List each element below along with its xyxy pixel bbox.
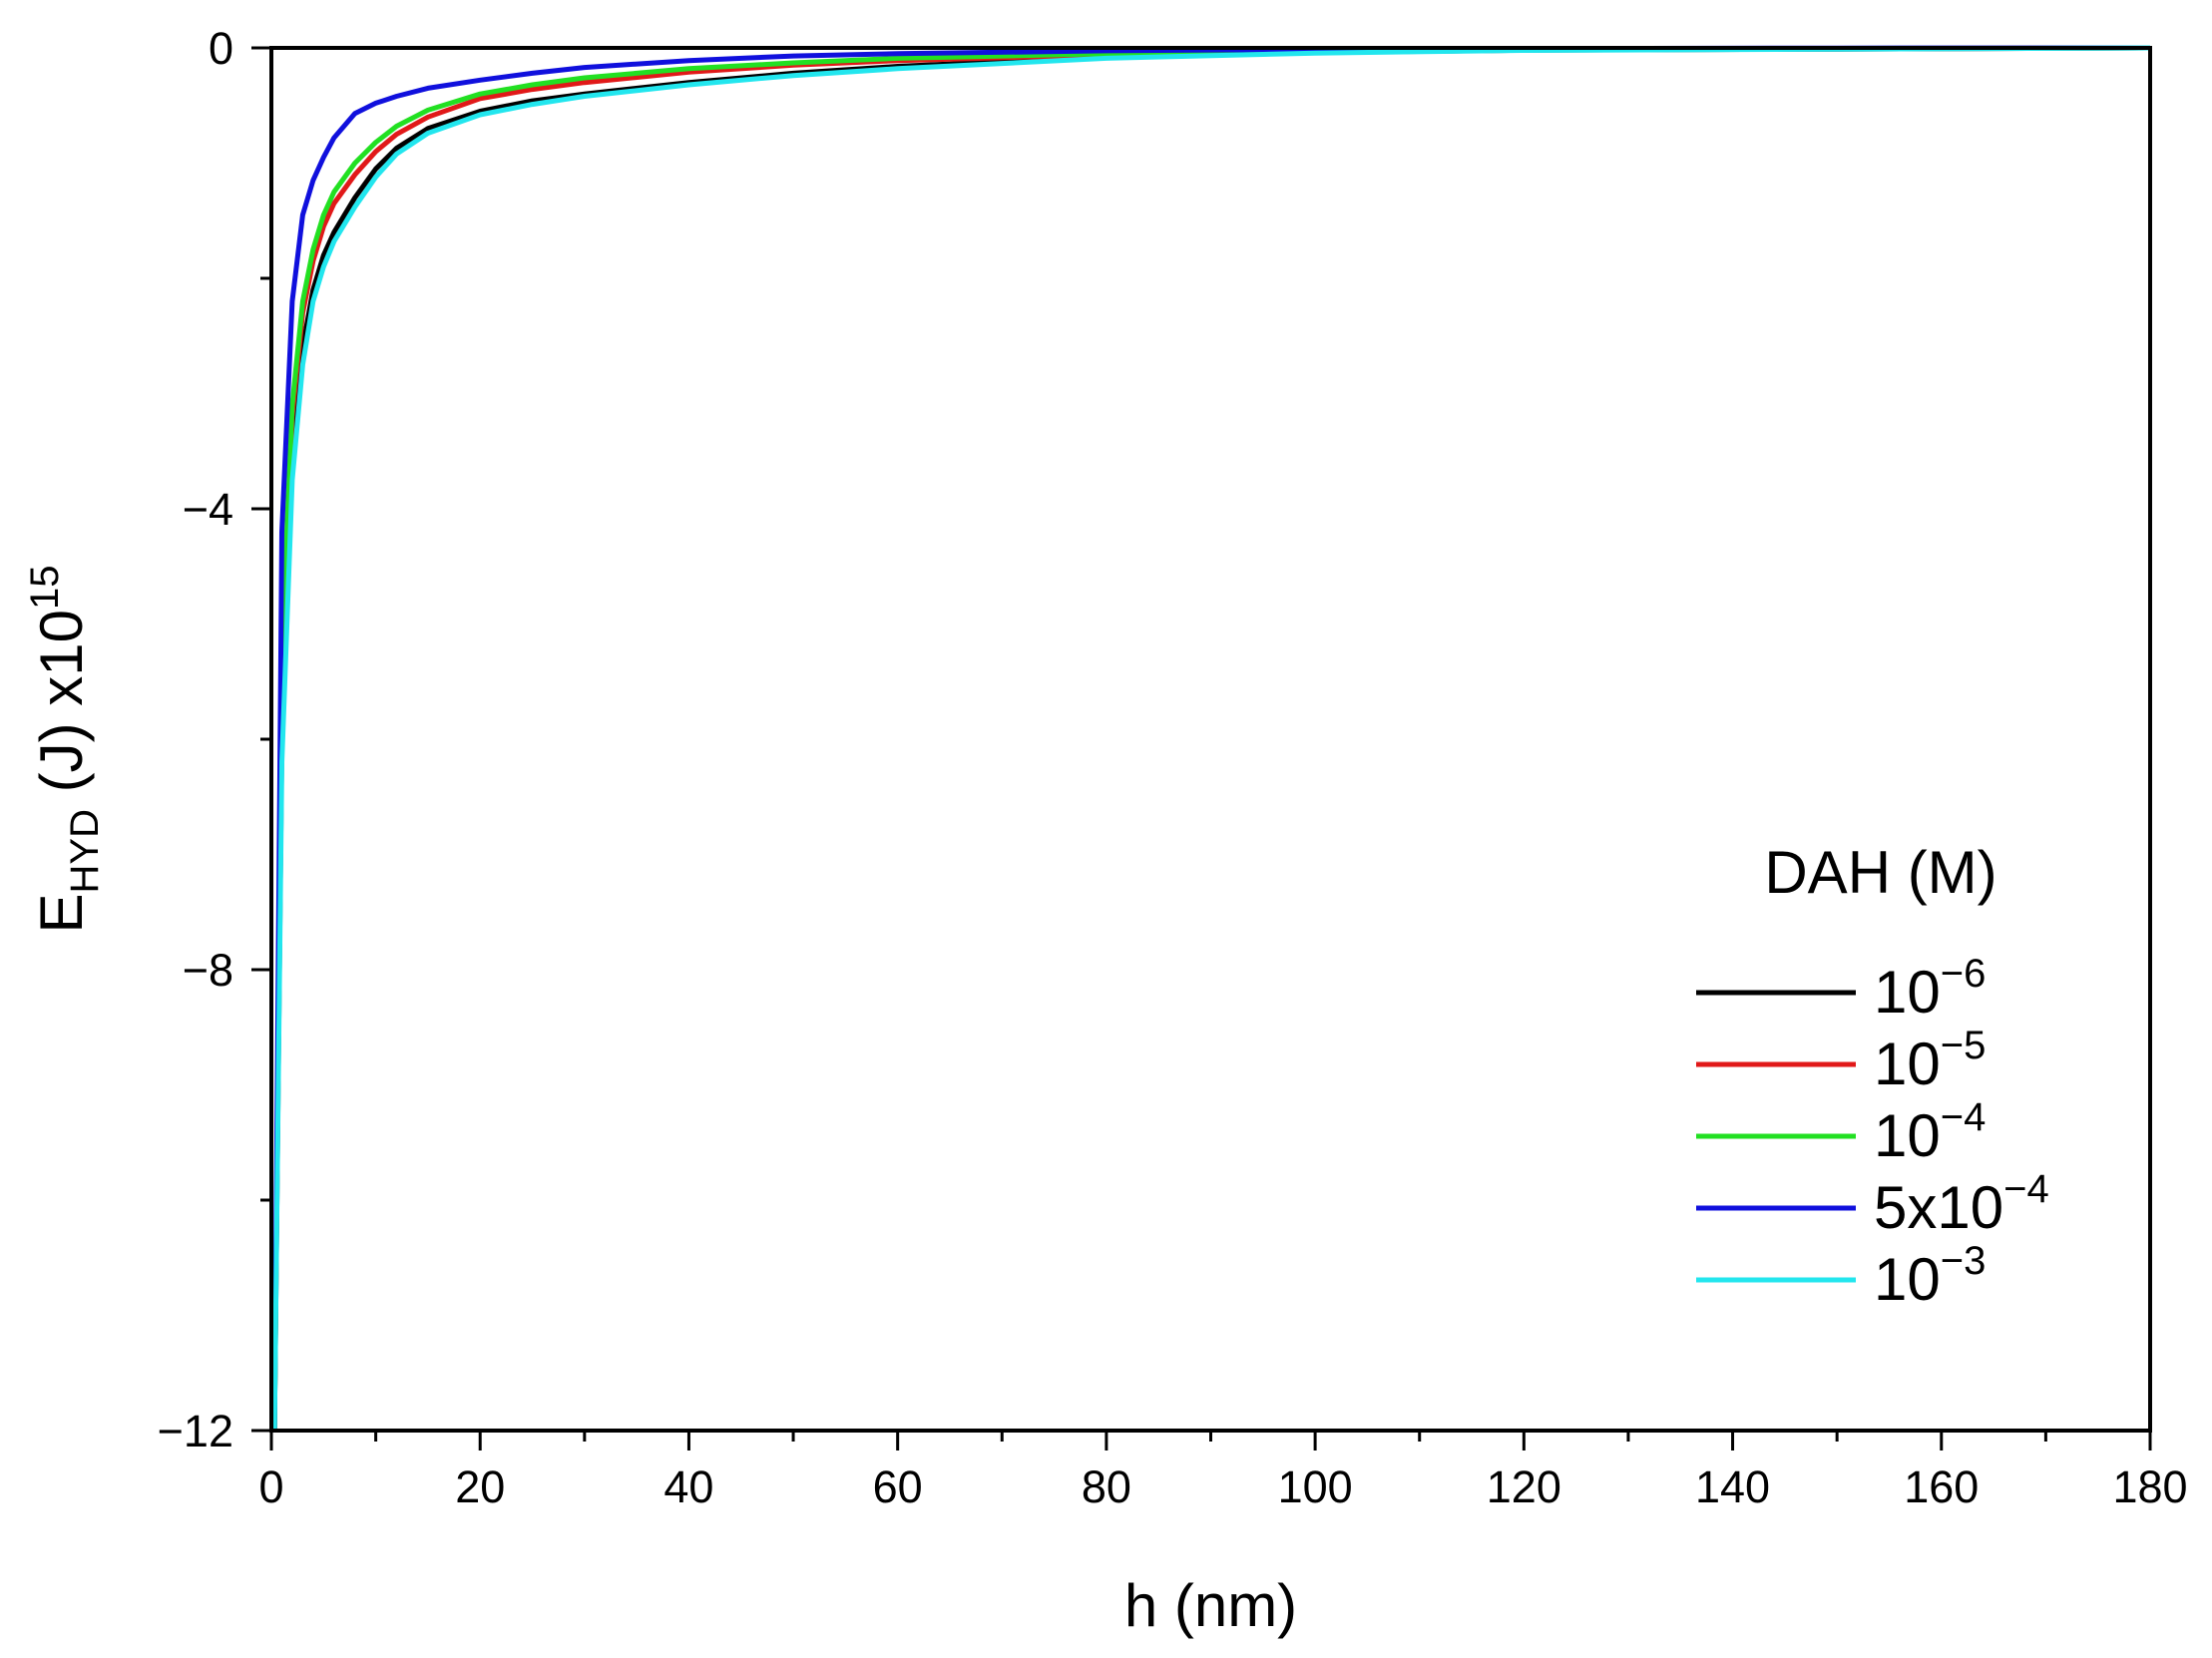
tick-label-layer: 0 20 40 60 80 100 120 140 160 180 0 −4 −8 −12 — [158, 23, 2188, 1512]
y-axis-title-sup: 15 — [23, 565, 67, 610]
series-line-3 — [271, 45, 2151, 1432]
x-tick-label: 0 — [258, 1461, 283, 1512]
x-tick-label: 80 — [1082, 1461, 1131, 1512]
series-layer — [271, 45, 2151, 1432]
x-tick-label: 20 — [455, 1461, 505, 1512]
y-axis-title-sub: HYD — [63, 809, 107, 893]
tick-layer — [251, 46, 2152, 1451]
series-line-2 — [271, 45, 2151, 1432]
legend-label-1: 10−6 — [1874, 952, 1986, 1026]
x-tick-label: 60 — [873, 1461, 923, 1512]
y-tick-label: 0 — [209, 23, 233, 74]
y-tick-label: −12 — [158, 1406, 233, 1456]
legend-title: DAH (M) — [1764, 839, 1996, 906]
legend-label-3: 10−4 — [1874, 1095, 1986, 1169]
y-axis-title: EHYD (J) x1015 — [23, 565, 107, 933]
series-line-4 — [271, 45, 2151, 1432]
series-line-5 — [271, 45, 2151, 1432]
plot-frame — [269, 46, 2152, 1433]
x-tick-label: 180 — [2112, 1461, 2187, 1512]
legend-label-2: 10−5 — [1874, 1024, 1986, 1097]
series-line-1 — [271, 45, 2151, 1432]
x-tick-label: 40 — [664, 1461, 713, 1512]
legend-label-5: 10−3 — [1874, 1239, 1986, 1313]
x-axis-title: h (nm) — [1124, 1572, 1297, 1639]
y-axis-title-main: E — [28, 893, 95, 933]
x-tick-label: 120 — [1487, 1461, 1561, 1512]
x-tick-label: 140 — [1695, 1461, 1770, 1512]
y-tick-label: −4 — [183, 484, 233, 535]
legend-label-4: 5x10−4 — [1874, 1167, 2049, 1241]
x-tick-label: 160 — [1904, 1461, 1979, 1512]
y-axis-title-rest: (J) x10 — [28, 610, 95, 809]
x-tick-label: 100 — [1278, 1461, 1353, 1512]
y-tick-label: −8 — [183, 945, 233, 996]
